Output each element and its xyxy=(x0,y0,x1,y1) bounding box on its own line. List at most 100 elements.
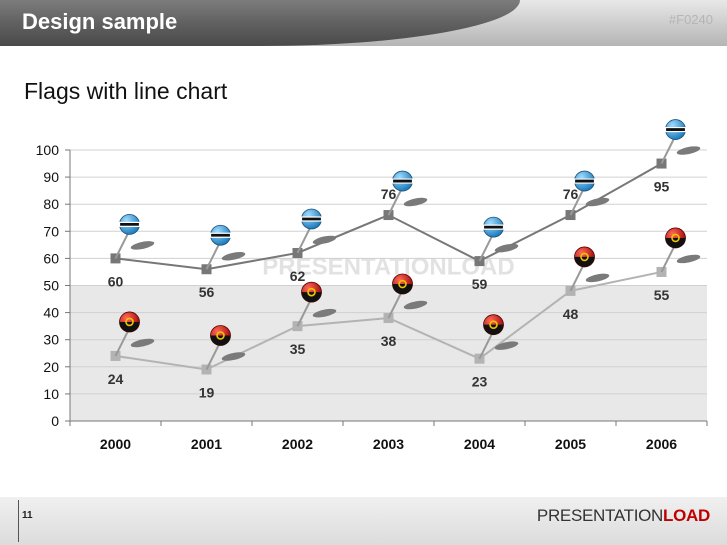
data-label: 35 xyxy=(290,341,306,357)
pin-shadow xyxy=(494,341,519,350)
pin-needle xyxy=(114,327,131,357)
slide-code: #F0240 xyxy=(668,12,713,27)
pin-lower-half xyxy=(665,237,686,248)
page-number: 11 xyxy=(22,510,33,521)
angola-flag-pin-icon xyxy=(660,227,701,273)
pin-shadow xyxy=(403,197,428,207)
x-tick-label: 2004 xyxy=(464,436,495,452)
y-tick-label: 60 xyxy=(43,250,59,266)
pin-shadow xyxy=(585,273,610,283)
pin-stripe xyxy=(118,221,141,227)
pin-needle xyxy=(660,243,677,273)
data-label: 76 xyxy=(381,186,397,202)
x-tick-label: 2006 xyxy=(646,436,677,452)
chart-subtitle: Flags with line chart xyxy=(24,78,228,104)
pin-needle xyxy=(569,186,586,216)
pin-needle xyxy=(205,240,222,270)
data-label: 95 xyxy=(654,179,670,195)
pin-needle xyxy=(660,135,677,164)
pin-needle xyxy=(478,330,495,360)
pin-stripe xyxy=(573,178,596,184)
pin-lower-half xyxy=(574,256,595,267)
data-label: 55 xyxy=(654,287,670,303)
data-label: 19 xyxy=(199,385,215,401)
pin-shadow xyxy=(494,243,519,253)
botswana-flag-pin-icon xyxy=(205,224,246,270)
pin-lower-half xyxy=(119,321,140,332)
slide-title: Design sample xyxy=(22,9,178,34)
pin-emblem xyxy=(125,317,134,327)
y-tick-label: 90 xyxy=(43,169,59,185)
botswana-flag-pin-icon xyxy=(114,213,155,259)
pin-lower-half xyxy=(210,335,231,346)
data-label: 24 xyxy=(108,371,124,387)
pin-emblem xyxy=(489,320,498,329)
x-tick-label: 2003 xyxy=(373,436,404,452)
data-label: 38 xyxy=(381,333,397,349)
y-tick-label: 30 xyxy=(43,332,59,348)
pin-needle xyxy=(387,186,404,216)
pin-lower-half xyxy=(392,284,413,295)
botswana-flag-pin-icon xyxy=(569,170,610,216)
pin-stripe xyxy=(664,126,687,133)
x-tick-label: 2005 xyxy=(555,436,586,452)
data-label: 59 xyxy=(472,276,488,292)
logo-text-presentation: PRESENTATION xyxy=(536,506,664,525)
pin-shadow xyxy=(221,352,246,361)
pin-needle xyxy=(478,232,495,262)
pin-stripe xyxy=(300,216,323,222)
botswana-flag-pin-icon xyxy=(387,170,428,216)
pin-emblem xyxy=(671,233,680,243)
pin-needle xyxy=(205,341,222,370)
botswana-flag-pin-icon xyxy=(478,216,519,262)
botswana-flag-pin-icon xyxy=(296,208,337,254)
pin-emblem xyxy=(307,287,316,297)
angola-flag-pin-icon xyxy=(478,314,519,360)
pin-shadow xyxy=(130,338,155,348)
pin-lower-half xyxy=(483,324,504,335)
pin-stripe xyxy=(209,232,232,238)
data-label: 60 xyxy=(108,273,124,289)
pin-emblem xyxy=(398,279,407,289)
pin-needle xyxy=(569,262,586,292)
botswana-flag-pin-icon xyxy=(660,119,701,164)
y-tick-label: 50 xyxy=(43,278,59,294)
lower-value-band xyxy=(70,285,707,421)
pin-needle xyxy=(296,297,313,327)
pin-emblem xyxy=(216,331,225,340)
angola-flag-pin-icon xyxy=(569,246,610,292)
angola-flag-pin-icon xyxy=(205,325,246,370)
x-tick-label: 2002 xyxy=(282,436,313,452)
y-tick-label: 70 xyxy=(43,223,59,239)
data-label: 76 xyxy=(563,186,579,202)
pin-shadow xyxy=(585,197,610,207)
pin-shadow xyxy=(676,254,701,264)
data-label: 62 xyxy=(290,268,306,284)
logo-text-load: LOAD xyxy=(663,506,710,525)
footer-bar xyxy=(0,497,727,545)
angola-flag-pin-icon xyxy=(114,311,155,357)
line-chart: PRESENTATIONLOAD010203040506070809010020… xyxy=(36,119,708,452)
pin-shadow xyxy=(221,252,246,261)
brand-logo: PRESENTATIONLOAD xyxy=(537,506,710,526)
footer-divider xyxy=(18,500,19,542)
data-label: 23 xyxy=(472,374,488,390)
pin-shadow xyxy=(676,146,701,155)
y-tick-label: 0 xyxy=(51,413,59,429)
pin-stripe xyxy=(482,224,505,230)
angola-flag-pin-icon xyxy=(387,273,428,319)
y-tick-label: 40 xyxy=(43,305,59,321)
y-tick-label: 20 xyxy=(43,359,59,375)
x-tick-label: 2001 xyxy=(191,436,222,452)
angola-flag-pin-icon xyxy=(296,281,337,327)
y-tick-label: 100 xyxy=(36,142,60,158)
pin-shadow xyxy=(403,300,428,310)
pin-shadow xyxy=(312,308,337,318)
y-tick-label: 10 xyxy=(43,386,59,402)
pin-emblem xyxy=(580,252,589,262)
data-label: 48 xyxy=(563,306,579,322)
pin-lower-half xyxy=(301,292,322,303)
pin-needle xyxy=(387,289,404,319)
pin-shadow xyxy=(312,235,337,245)
y-tick-label: 80 xyxy=(43,196,59,212)
